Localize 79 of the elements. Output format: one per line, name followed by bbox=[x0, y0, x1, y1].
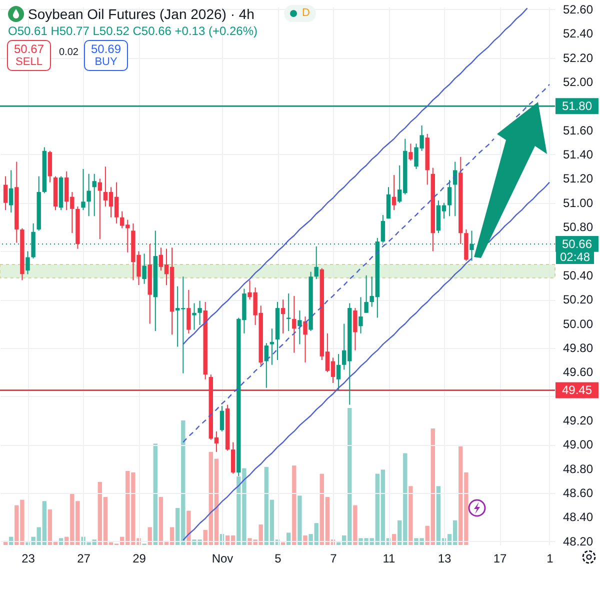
y-tick-label: 52.00 bbox=[563, 74, 594, 89]
candlestick bbox=[314, 246, 318, 280]
annotation: BUY bbox=[94, 56, 118, 69]
candlestick bbox=[303, 316, 308, 363]
y-tick-label: 49.60 bbox=[563, 365, 594, 380]
candlestick bbox=[364, 274, 368, 314]
y-tick-label: 48.20 bbox=[563, 534, 594, 548]
candlestick bbox=[92, 173, 96, 217]
y-tick-label: 51.40 bbox=[563, 147, 594, 162]
buy-button: 50.69 BUY bbox=[84, 40, 128, 71]
x-tick-label: 17 bbox=[493, 552, 507, 566]
annotation: D bbox=[284, 5, 316, 22]
candlestick bbox=[298, 310, 302, 345]
candlestick bbox=[26, 250, 30, 275]
ref-line-label: 49.45 bbox=[562, 383, 592, 398]
x-tick-label: 5 bbox=[274, 552, 282, 566]
candlestick bbox=[353, 308, 358, 351]
candlestick bbox=[286, 293, 291, 332]
y-tick-label: 50.20 bbox=[563, 292, 594, 307]
candlestick bbox=[142, 253, 146, 284]
sell-button: 50.67 SELL bbox=[7, 40, 51, 71]
y-tick-label: 50.80 bbox=[563, 220, 594, 234]
candlestick bbox=[280, 299, 286, 334]
y-tick-label: 52.60 bbox=[563, 2, 594, 16]
bar bbox=[353, 505, 358, 545]
y-tick-label: 48.40 bbox=[563, 510, 594, 524]
x-tick-label: 23 bbox=[22, 552, 36, 566]
candlestick bbox=[336, 353, 341, 391]
candlestick bbox=[447, 179, 452, 217]
candlestick bbox=[192, 302, 196, 330]
x-tick-label: 29 bbox=[132, 552, 146, 566]
bar bbox=[408, 486, 413, 545]
candlestick bbox=[86, 173, 91, 217]
y-tick-label: 51.60 bbox=[563, 123, 594, 138]
candlestick bbox=[198, 300, 202, 326]
candlestick bbox=[292, 295, 296, 354]
ref-line-label: 50.66 bbox=[562, 236, 592, 251]
bar bbox=[186, 510, 191, 545]
annotation: 50.67 bbox=[12, 42, 46, 56]
bar bbox=[303, 535, 308, 545]
y-tick-label: 52.40 bbox=[563, 26, 594, 41]
chart-title: Soybean Oil Futures (Jan 2026) · 4h bbox=[28, 5, 254, 23]
y-tick-label: 52.20 bbox=[563, 50, 594, 65]
candlestick bbox=[9, 170, 14, 214]
annotation: 50.69 bbox=[90, 42, 122, 56]
candlestick bbox=[3, 176, 8, 211]
y-tick-label: 48.80 bbox=[563, 462, 594, 476]
x-tick-label: 27 bbox=[77, 552, 91, 566]
y-tick-label: 50.40 bbox=[563, 268, 594, 282]
ref-line-label: 51.80 bbox=[562, 99, 592, 114]
candlestick bbox=[358, 296, 363, 334]
y-tick-label: 51.20 bbox=[563, 172, 594, 186]
annotation: SELL bbox=[14, 56, 44, 69]
bar bbox=[148, 527, 152, 545]
candlestick bbox=[392, 174, 396, 211]
bar bbox=[153, 444, 158, 545]
x-tick-label: 13 bbox=[438, 552, 452, 566]
candlestick bbox=[220, 405, 224, 432]
bar bbox=[292, 466, 296, 545]
y-tick-label: 50.00 bbox=[563, 316, 594, 331]
x-tick-label: 1 bbox=[546, 552, 554, 566]
candlestick bbox=[270, 328, 274, 366]
candlestick bbox=[186, 289, 191, 334]
x-tick-label: 7 bbox=[330, 552, 338, 566]
y-tick-label: 49.00 bbox=[563, 438, 594, 452]
y-tick-label: 48.60 bbox=[563, 486, 594, 500]
candlestick bbox=[98, 178, 102, 240]
bar bbox=[298, 496, 302, 545]
candlestick bbox=[81, 168, 86, 211]
y-tick-label: 49.20 bbox=[563, 413, 594, 428]
x-tick-label: Nov bbox=[212, 552, 234, 566]
candlestick bbox=[231, 442, 236, 474]
x-tick-label: 11 bbox=[382, 552, 396, 566]
text: 02:48 bbox=[556, 250, 594, 264]
annotation: 0.02 bbox=[59, 47, 78, 58]
text: O50.61 H50.77 L50.52 C50.66 +0.13 (+0.26%) bbox=[8, 23, 258, 39]
y-tick-label: 49.80 bbox=[563, 340, 594, 355]
candlestick bbox=[408, 143, 413, 162]
y-tick-label: 51.00 bbox=[563, 196, 594, 210]
